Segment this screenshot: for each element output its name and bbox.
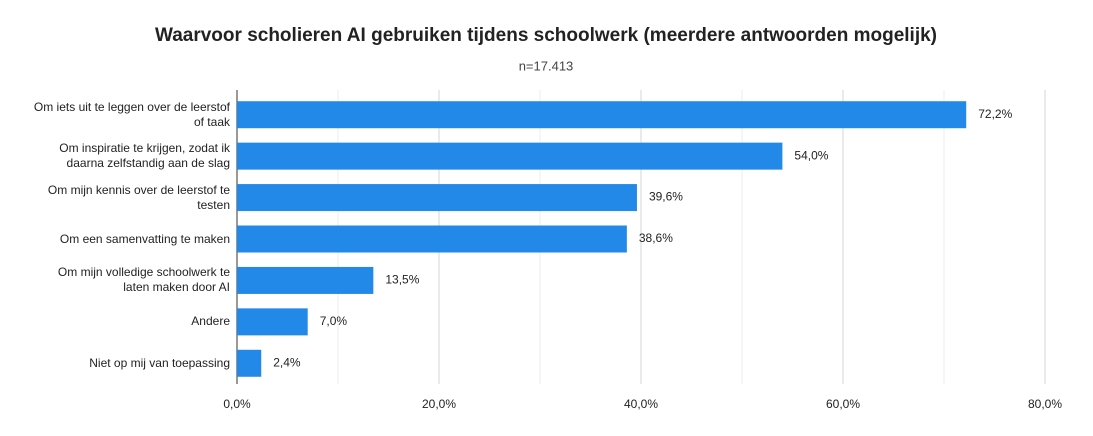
bar xyxy=(237,266,374,294)
x-tick-label: 40,0% xyxy=(624,397,658,411)
category-label: Andere xyxy=(191,314,230,329)
bar xyxy=(237,101,967,129)
chart-title: Waarvoor scholieren AI gebruiken tijdens… xyxy=(155,25,937,46)
bar xyxy=(237,142,783,170)
value-label: 13,5% xyxy=(385,273,419,287)
x-tick-label: 60,0% xyxy=(826,397,860,411)
value-label: 39,6% xyxy=(649,190,683,204)
x-tick-label: 80,0% xyxy=(1028,397,1062,411)
value-label: 2,4% xyxy=(273,355,301,369)
bar xyxy=(237,308,308,336)
category-label: Om een samenvatting te maken xyxy=(59,231,230,246)
x-tick-label: 0,0% xyxy=(223,397,251,411)
bar xyxy=(237,184,637,212)
bar xyxy=(237,349,262,377)
value-label: 7,0% xyxy=(320,314,348,328)
category-label: Om iets uit te leggen over de leerstof o… xyxy=(33,99,230,129)
value-label: 54,0% xyxy=(794,148,828,162)
value-label: 38,6% xyxy=(639,231,673,245)
value-label: 72,2% xyxy=(978,107,1012,121)
category-label: Om mijn volledige schoolwerk te laten ma… xyxy=(57,265,230,295)
category-label: Om mijn kennis over de leerstof te teste… xyxy=(47,182,230,212)
bar xyxy=(237,225,627,253)
chart-subtitle: n=17.413 xyxy=(519,58,574,73)
category-label: Om inspiratie te krijgen, zodat ik daarn… xyxy=(59,141,230,171)
x-tick-label: 20,0% xyxy=(422,397,456,411)
category-label: Niet op mij van toepassing xyxy=(89,355,230,370)
